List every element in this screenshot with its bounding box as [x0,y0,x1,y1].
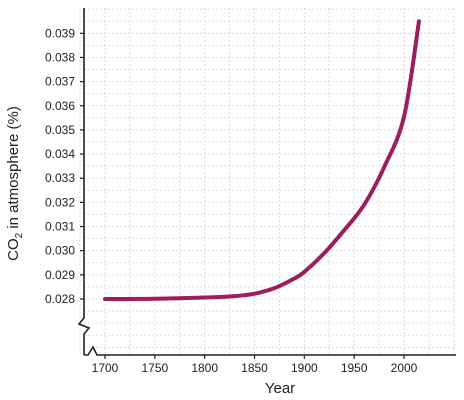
y-tick-label: 0.038 [45,50,75,64]
y-tick-label: 0.031 [45,220,75,234]
y-tick-label: 0.037 [45,75,75,89]
ticks: 1700 1750 1800 1850 1900 1950 2000 0.028 0.029 0.… [45,26,418,375]
y-tick-label: 0.028 [45,292,75,306]
co2-series-line [103,19,421,301]
y-axis-title-suffix: in atmosphere (%) [5,106,22,233]
y-tick-label: 0.032 [45,195,75,209]
x-tick-label: 1850 [241,361,268,375]
y-axis-title-prefix: CO [5,238,22,261]
y-axis-line [77,8,91,355]
y-tick-label: 0.029 [45,268,75,282]
x-axis-title: Year [265,380,295,397]
x-axis-line [84,345,456,356]
y-tick-label: 0.036 [45,99,75,113]
y-axis-title: CO2 in atmosphere (%) [5,106,25,261]
x-tick-label: 1800 [191,361,218,375]
x-tick-label: 1700 [92,361,119,375]
x-tick-label: 1750 [141,361,168,375]
x-tick-label: 2000 [391,361,418,375]
y-axis-title-subscript: 2 [14,232,25,238]
x-tick-label: 1950 [341,361,368,375]
grid [79,8,456,355]
y-tick-label: 0.035 [45,123,75,137]
y-tick-label: 0.039 [45,26,75,40]
y-tick-label: 0.030 [45,244,75,258]
x-tick-label: 1900 [291,361,318,375]
y-tick-label: 0.033 [45,171,75,185]
series [103,19,421,301]
axes [77,8,456,356]
y-tick-label: 0.034 [45,147,75,161]
